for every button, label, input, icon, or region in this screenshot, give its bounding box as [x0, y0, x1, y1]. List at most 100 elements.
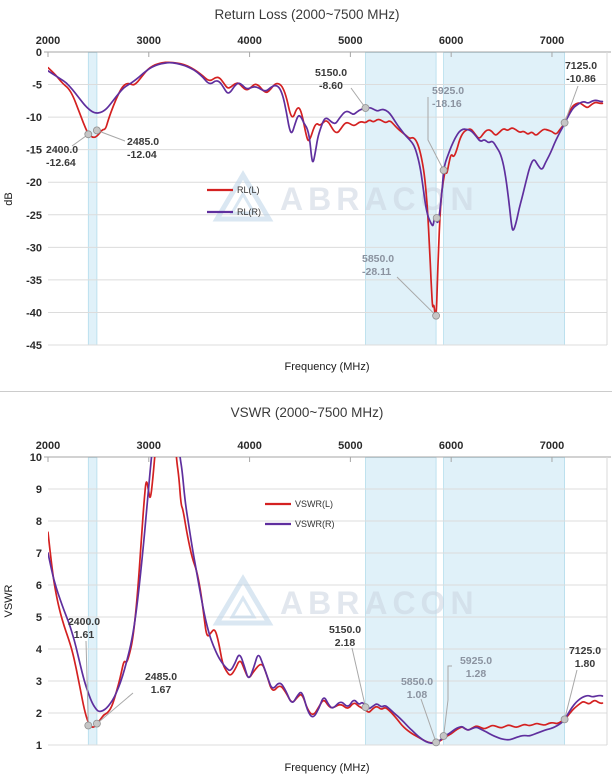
- y-tick-label: 5: [36, 612, 42, 624]
- vswr-ylabel: VSWR: [3, 584, 15, 617]
- callout-label-5150: -8.60: [319, 80, 343, 92]
- marker-dot-5850: [432, 311, 441, 320]
- return-loss-title: Return Loss (2000~7500 MHz): [215, 7, 400, 22]
- marker-dot-2485: [93, 719, 101, 728]
- marker-dot-5850: [432, 738, 441, 747]
- callout-label-5925: 1.28: [466, 668, 487, 680]
- abracon-inner-triangle-icon: [229, 191, 257, 215]
- y-tick-label: 6: [36, 580, 42, 592]
- y-tick-label: -40: [26, 307, 42, 319]
- x-tick-label: 4000: [237, 35, 261, 47]
- callout-leader: [427, 97, 445, 171]
- marker-dot-2400: [84, 721, 93, 730]
- return-loss-xlabel: Frequency (MHz): [285, 361, 370, 373]
- callout-label-2400: -12.64: [46, 157, 76, 169]
- callout-label-7125: 7125.0: [565, 60, 597, 72]
- callout-label-7125: 7125.0: [569, 645, 601, 657]
- legend-label-rl-l: RL(L): [237, 185, 260, 195]
- y-tick-label: 0: [36, 47, 42, 59]
- y-tick-label: 10: [30, 452, 42, 464]
- y-tick-label: 8: [36, 516, 42, 528]
- y-tick-label: -5: [32, 80, 42, 92]
- y-tick-label: 3: [36, 676, 42, 688]
- watermark-text: ABRACON: [280, 585, 479, 621]
- x-tick-label: 6000: [439, 35, 463, 47]
- callout-label-7125: -10.86: [566, 73, 596, 85]
- abracon-triangle-logo-icon: [212, 574, 274, 626]
- marker-dot-5856: [432, 214, 441, 222]
- callout-leader: [85, 640, 89, 726]
- watermark-text: ABRACON: [280, 181, 479, 217]
- y-tick-label: 1: [36, 740, 42, 752]
- x-tick-label: 7000: [540, 440, 564, 452]
- x-tick-label: 5000: [338, 35, 362, 47]
- x-tick-label: 2000: [36, 440, 60, 452]
- x-tick-label: 3000: [137, 35, 161, 47]
- callout-label-2485: 1.67: [151, 684, 172, 696]
- band-highlight-5925: [443, 52, 566, 346]
- x-tick-label: 2000: [36, 35, 60, 47]
- callout-label-5850: 5850.0: [362, 253, 394, 265]
- callout-label-2485: 2485.0: [145, 671, 177, 683]
- callout-leader: [96, 692, 134, 724]
- callout-label-7125: 1.80: [575, 658, 596, 670]
- abracon-watermark: ABRACON: [212, 574, 479, 626]
- abracon-triangle-logo-icon: [212, 170, 274, 222]
- x-tick-label: 3000: [137, 440, 161, 452]
- series-layer: [48, 61, 604, 317]
- marker-dot-2400: [84, 130, 93, 139]
- callout-label-5850: -28.11: [362, 266, 391, 278]
- callout-label-5925: 5925.0: [432, 85, 464, 97]
- y-tick-label: -25: [26, 210, 42, 222]
- callout-label-2400: 1.61: [74, 629, 95, 641]
- x-tick-label: 6000: [439, 440, 463, 452]
- y-tick-label: -45: [26, 340, 42, 352]
- callout-leader: [443, 665, 452, 737]
- callout-label-2485: -12.04: [127, 149, 157, 161]
- callout-label-5150: 2.18: [335, 637, 356, 649]
- y-tick-label: -20: [26, 177, 42, 189]
- callout-leader: [564, 85, 579, 123]
- marker-dot-5150: [361, 104, 370, 112]
- marker-dot-7125: [560, 118, 569, 127]
- callout-leader: [96, 129, 126, 142]
- marker-dot-2485: [93, 126, 101, 135]
- legend-label-vswr-r: VSWR(R): [295, 519, 335, 529]
- y-tick-label: -35: [26, 275, 42, 287]
- vswr-r-curve: [48, 457, 604, 745]
- marker-dot-5150: [361, 703, 370, 712]
- callout-label-5925: 5925.0: [460, 655, 492, 667]
- vswr-plot: 10 9 8 7 6 5 4 3 2 1 2000 3000 4000 5000 6000 7000 ABRAC…: [30, 440, 611, 752]
- y-tick-label: -30: [26, 242, 42, 254]
- legend-label-rl-r: RL(R): [237, 207, 261, 217]
- callout-label-2485: 2485.0: [127, 136, 159, 148]
- series-layer: [48, 457, 604, 745]
- rl-r-curve: [48, 61, 604, 231]
- callout-label-5150: 5150.0: [329, 624, 361, 636]
- marker-dot-5925: [439, 732, 448, 740]
- x-tick-label: 5000: [338, 440, 362, 452]
- y-tick-label: 9: [36, 484, 42, 496]
- band-highlight-5150: [365, 457, 437, 746]
- vswr-xlabel: Frequency (MHz): [285, 762, 370, 774]
- return-loss-ylabel: dB: [3, 192, 15, 205]
- callout-label-2400: 2400.0: [68, 616, 100, 628]
- callout-leader: [350, 87, 366, 109]
- callout-label-5925: -18.16: [432, 98, 462, 110]
- marker-dot-5925: [439, 166, 448, 175]
- abracon-inner-triangle-icon: [229, 595, 257, 619]
- band-highlight-2400: [87, 52, 98, 346]
- callout-label-5850: 5850.0: [401, 676, 433, 688]
- vswr-title: VSWR (2000~7500 MHz): [231, 405, 384, 420]
- callout-label-2400: 2400.0: [46, 144, 78, 156]
- y-tick-label: 4: [36, 644, 43, 656]
- legend: RL(L) RL(R): [207, 185, 261, 217]
- callout-leader: [564, 669, 578, 720]
- legend: VSWR(L) VSWR(R): [265, 499, 335, 529]
- callout-leader: [351, 647, 366, 708]
- callout-label-5850: 1.08: [407, 689, 428, 701]
- y-tick-label: -10: [26, 112, 42, 124]
- callout-leader: [396, 276, 437, 317]
